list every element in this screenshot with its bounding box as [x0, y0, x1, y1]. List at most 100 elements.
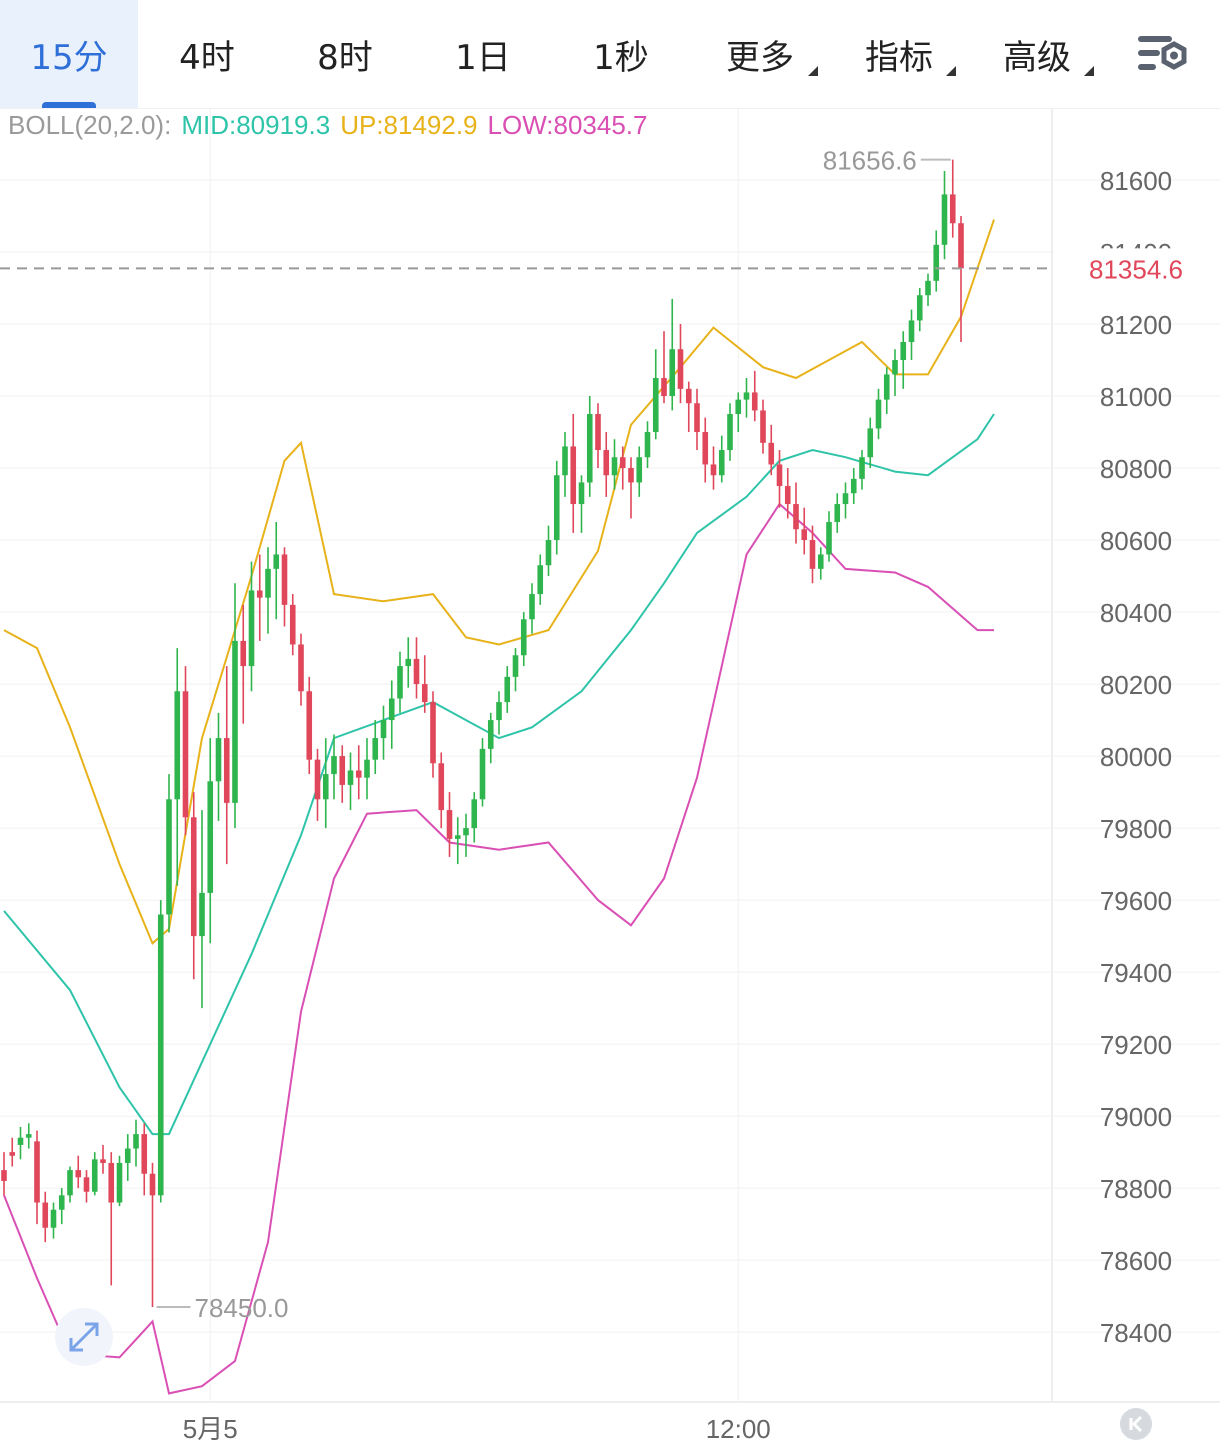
expand-icon: [69, 1322, 99, 1352]
candle: [487, 712, 494, 764]
candlestick-chart[interactable]: 8160081400812008100080800806008040080200…: [0, 108, 1220, 1447]
candle-body: [314, 759, 321, 800]
candle-body: [718, 450, 725, 476]
tab-label: 1秒: [593, 37, 649, 78]
candle: [430, 691, 436, 778]
candle-body: [100, 1159, 106, 1163]
boll-mid-line: [3, 413, 995, 1136]
tab-1s[interactable]: 1秒: [552, 0, 690, 108]
chart-settings-icon[interactable]: [1134, 30, 1194, 82]
candle: [42, 1191, 49, 1243]
tab-label: 更多: [726, 37, 794, 78]
candle-body: [479, 748, 486, 800]
candle-body: [355, 770, 362, 778]
candle-body: [133, 1134, 139, 1149]
tab-1d[interactable]: 1日: [414, 0, 552, 108]
candle: [479, 738, 486, 807]
y-tick-label: 79400: [1100, 958, 1172, 988]
candle: [628, 457, 634, 519]
y-tick-label: 79000: [1100, 1102, 1172, 1132]
candle: [702, 417, 709, 483]
candle: [834, 493, 841, 533]
candle: [108, 1152, 115, 1286]
candle: [413, 637, 420, 699]
candle-body: [677, 349, 684, 389]
candle: [463, 813, 469, 857]
scroll-to-latest-button[interactable]: [1120, 1408, 1152, 1440]
candle: [776, 450, 783, 508]
candle: [91, 1152, 98, 1196]
candle: [545, 525, 552, 577]
candle: [322, 738, 329, 829]
candle: [75, 1155, 82, 1189]
candle: [504, 666, 511, 713]
candle: [298, 633, 304, 706]
candle: [388, 680, 395, 749]
candle: [124, 1134, 131, 1181]
candle: [67, 1166, 73, 1203]
candle: [760, 399, 766, 454]
candle-body: [504, 676, 511, 703]
y-axis-ticks: 8160081400812008100080800806008040080200…: [1100, 166, 1172, 1348]
candle-body: [512, 655, 519, 677]
candle-body: [372, 738, 379, 760]
boll-legend: BOLL(20,2.0): MID:80919.3 UP:81492.9 LOW:80…: [8, 110, 657, 141]
candle: [355, 745, 362, 800]
y-tick-label: 80200: [1100, 670, 1172, 700]
x-tick-label: 12:00: [706, 1414, 771, 1444]
min-marker: 78450.0: [156, 1293, 288, 1323]
candle: [50, 1202, 57, 1239]
candle: [273, 522, 280, 620]
tab-indicators[interactable]: 指标: [830, 0, 968, 108]
candle-body: [636, 457, 643, 483]
candle-body: [347, 770, 354, 785]
candle: [339, 745, 346, 803]
tab-advanced[interactable]: 高级: [968, 0, 1106, 108]
candle-body: [883, 374, 890, 400]
candle-body: [273, 554, 280, 569]
candle: [512, 648, 519, 692]
boll-name: BOLL(20,2.0):: [8, 110, 172, 140]
candle-body: [628, 468, 634, 483]
tab-more[interactable]: 更多: [690, 0, 830, 108]
candle-body: [124, 1148, 131, 1163]
candle: [751, 370, 758, 422]
caret-icon: [946, 66, 956, 76]
expand-chart-button[interactable]: [55, 1308, 113, 1366]
candle: [446, 792, 453, 857]
candle-body: [520, 619, 527, 656]
candle: [570, 414, 577, 533]
candle-body: [141, 1134, 148, 1174]
candle-body: [9, 1152, 16, 1156]
candle: [661, 331, 667, 404]
candle-body: [207, 781, 214, 893]
candle-body: [859, 457, 865, 479]
tab-4h[interactable]: 4时: [138, 0, 276, 108]
candle-body: [364, 759, 370, 778]
candle-body: [149, 1173, 156, 1196]
candle: [520, 612, 527, 667]
candle: [619, 446, 626, 490]
candle: [949, 159, 956, 238]
y-tick-label: 80600: [1100, 526, 1172, 556]
candle-body: [232, 640, 238, 803]
x-tick-label: 5月5: [183, 1414, 238, 1444]
tab-15m[interactable]: 15分: [0, 0, 138, 108]
candle-body: [265, 568, 271, 598]
candle-body: [256, 590, 263, 598]
candle: [685, 381, 692, 433]
candle: [743, 378, 750, 418]
tab-8h[interactable]: 8时: [276, 0, 414, 108]
candle: [116, 1155, 123, 1207]
candle: [207, 738, 214, 944]
candle: [471, 792, 478, 843]
tab-label: 4时: [179, 37, 235, 78]
x-axis-ticks: 5月5 12:00: [183, 1414, 771, 1444]
candle-body: [248, 590, 255, 667]
candle-body: [331, 756, 337, 775]
candle-body: [743, 392, 750, 400]
candle-body: [405, 658, 412, 667]
candle: [314, 748, 321, 821]
candle: [727, 403, 733, 461]
caret-icon: [1084, 66, 1094, 76]
